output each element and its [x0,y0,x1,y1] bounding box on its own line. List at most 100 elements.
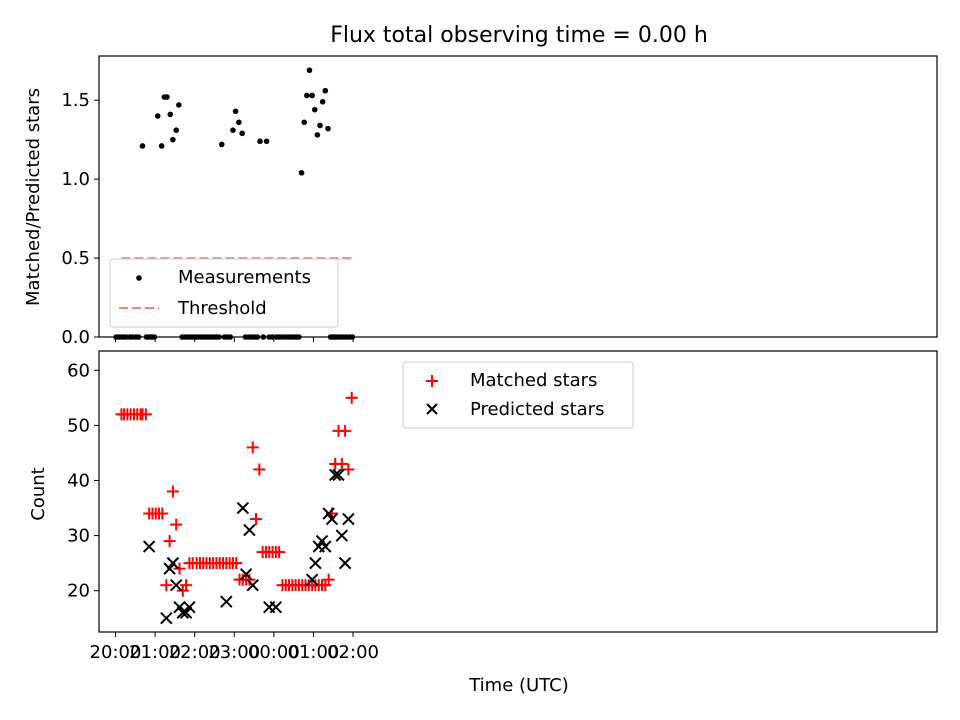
measurement-point [325,125,331,132]
matched-star-point [246,441,259,454]
matched-star-point [322,573,335,586]
matched-star-point [230,557,243,570]
matched-star-point [250,513,263,526]
predicted-star-point [338,556,352,570]
measurement-point [298,170,305,176]
predicted-star-point [239,567,253,581]
ratio-y-tick-label: 1.5 [61,90,90,111]
measurement-point [154,113,161,119]
threshold-legend-label: Threshold [177,298,267,319]
predicted-star-point [179,606,193,619]
measurement-point [236,119,242,126]
matched-legend-label: Matched stars [470,370,597,391]
count-axes-frame [98,350,938,633]
matched-star-point [156,507,169,520]
predicted-legend-label: Predicted stars [470,399,604,420]
count-legend: Matched stars Predicted stars [402,361,634,429]
measurement-point [218,141,225,148]
predicted-star-point [342,512,355,526]
ratio-marks [113,67,356,340]
matched-star-point [170,518,183,531]
count-x-tick-label: 23:00 [208,642,260,663]
matched-star-point [342,463,355,476]
measurement-point [164,94,170,100]
matched-star-point [253,463,266,476]
measurement-point [311,106,318,113]
predicted-star-point [329,468,342,482]
measurement-point [314,132,321,138]
matched-star-point [166,485,179,498]
predicted-star-point [315,534,329,548]
measurement-point [257,138,263,145]
ratio-y-tick-label: 0.0 [61,327,90,348]
matched-star-point [173,562,186,575]
predicted-star-point [169,578,183,592]
count-panel: 20 30 40 50 60 20:0021:0022:0023:0000:0001:0… [28,350,938,696]
matched-star-point [180,579,193,592]
matched-star-point [273,546,286,559]
predicted-star-point [236,501,250,515]
x-axis-label: Time (UTC) [468,675,569,696]
measurements-legend-marker [136,275,142,281]
predicted-star-point [309,556,322,570]
measurement-point [317,122,323,129]
predicted-star-point [325,512,339,526]
measurement-point [158,143,165,149]
predicted-star-point [243,523,256,537]
predicted-star-point [269,600,283,614]
predicted-star-point [305,573,319,586]
measurement-point [139,143,146,149]
matched-legend-marker [426,375,438,387]
count-y-tick-label: 40 [67,470,90,491]
count-x-tick-label: 20:00 [90,642,142,663]
count-y-tick-label: 50 [67,415,90,436]
predicted-star-point [335,529,349,542]
predicted-star-point [319,540,332,553]
measurement-point [170,136,176,143]
matched-star-point [163,535,176,548]
predicted-star-point [163,562,176,575]
predicted-star-point [166,556,180,570]
measurement-point [319,98,326,105]
ratio-panel: 0.0 0.5 1.0 1.5 Matched/Predicted stars Mea… [23,55,938,348]
measurement-point [263,138,270,145]
measurement-point [167,111,174,118]
measurement-point [239,130,245,137]
matched-star-point [139,408,152,421]
count-x-tick-label: 02:00 [327,642,379,663]
count-y-axis: 20 30 40 50 60 [67,360,99,602]
measurement-point [322,87,329,94]
count-marks [115,391,358,625]
ratio-x-ticks [114,337,354,342]
predicted-star-point [160,612,173,625]
predicted-legend-marker [426,403,438,415]
count-y-tick-label: 20 [67,581,90,602]
matched-star-point [243,573,256,586]
predicted-star-point [332,468,345,482]
measurement-point [173,127,180,133]
count-y-tick-label: 60 [67,360,90,381]
measurement-point [304,92,310,99]
count-y-label: Count [28,467,49,520]
count-x-tick-label: 21:00 [129,642,181,663]
predicted-star-point [183,600,196,614]
figure-title: Flux total observing time = 0.00 h [330,23,708,48]
matched-star-point [160,579,173,592]
matched-star-point [335,457,348,470]
ratio-y-tick-label: 0.5 [61,248,90,269]
ratio-axes-frame [98,55,938,338]
predicted-star-point [322,507,335,520]
ratio-legend: Measurements Threshold [109,258,339,328]
count-x-tick-label: 22:00 [169,642,221,663]
predicted-star-point [142,540,156,553]
measurement-point [230,127,236,133]
measurement-point [309,92,315,99]
count-x-tick-label: 01:00 [288,642,340,663]
ratio-y-label: Matched/Predicted stars [23,88,44,306]
measurements-legend-label: Measurements [178,267,311,288]
ratio-y-axis: 0.0 0.5 1.0 1.5 [61,90,99,348]
measurement-point [306,67,313,74]
count-x-tick-label: 00:00 [248,642,300,663]
